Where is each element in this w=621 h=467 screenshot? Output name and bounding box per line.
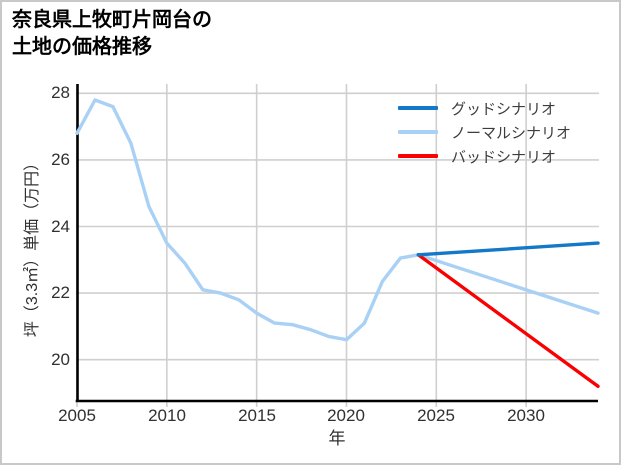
- chart-title-line1: 奈良県上牧町片岡台の: [12, 9, 212, 31]
- x-tick-label-2010: 2010: [148, 406, 186, 425]
- x-axis-title: 年: [328, 429, 346, 448]
- series-line-history: [75, 98, 420, 342]
- normal-scenario-line-swatch: [398, 130, 438, 134]
- good-scenario-line-swatch: [398, 106, 438, 110]
- y-tick-label-20: 20: [51, 350, 70, 369]
- legend: グッドシナリオ ノーマルシナリオ バッドシナリオ: [398, 96, 571, 168]
- chart-title-line2: 土地の価格推移: [12, 36, 152, 58]
- legend-item-bad: バッドシナリオ: [398, 144, 571, 168]
- bad-scenario-line-swatch: [398, 154, 438, 158]
- series-line-bad: [416, 253, 600, 388]
- series-line-good: [416, 241, 600, 257]
- y-tick-label-22: 22: [51, 283, 70, 302]
- x-tick-label-2015: 2015: [238, 406, 276, 425]
- x-tick-label-2025: 2025: [417, 406, 455, 425]
- x-tick-label-2020: 2020: [327, 406, 365, 425]
- x-tick-label-2005: 2005: [58, 406, 96, 425]
- y-tick-label-24: 24: [51, 217, 70, 236]
- series-line-normal: [416, 253, 600, 315]
- y-axis-title: 坪（3.3㎡）単価（万円）: [24, 154, 41, 338]
- legend-label-good: グッドシナリオ: [451, 100, 557, 118]
- legend-label-bad: バッドシナリオ: [451, 148, 557, 166]
- chart-title: 奈良県上牧町片岡台の 土地の価格推移: [12, 7, 212, 61]
- legend-item-good: グッドシナリオ: [398, 96, 571, 120]
- legend-label-normal: ノーマルシナリオ: [451, 124, 572, 142]
- x-tick-label-2030: 2030: [507, 406, 545, 425]
- legend-item-normal: ノーマルシナリオ: [398, 120, 571, 144]
- y-tick-label-28: 28: [51, 83, 70, 102]
- y-tick-label-26: 26: [51, 150, 70, 169]
